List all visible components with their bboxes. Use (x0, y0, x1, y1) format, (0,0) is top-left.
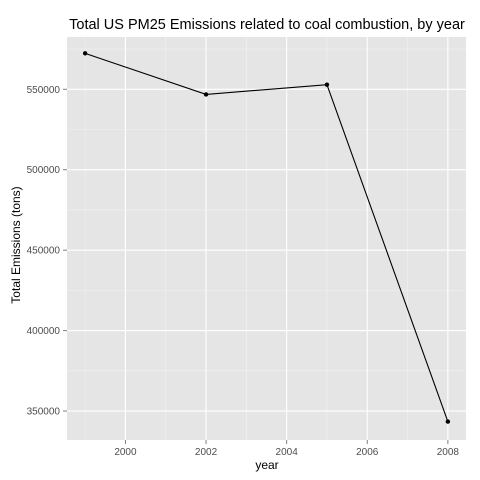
x-axis: 2000 2002 2004 2006 2008 (114, 440, 459, 458)
chart-title: Total US PM25 Emissions related to coal … (69, 17, 465, 33)
y-tick-label: 450000 (27, 246, 61, 257)
x-tick-label: 2002 (195, 447, 218, 458)
data-point (445, 419, 451, 424)
y-axis: 350000 400000 450000 500000 550000 (27, 85, 67, 418)
data-point (203, 92, 209, 97)
series-group (82, 51, 451, 424)
y-tick-label: 500000 (27, 165, 61, 176)
plot-panel (67, 37, 466, 440)
y-tick-label: 350000 (27, 407, 61, 418)
y-tick-label: 400000 (27, 326, 61, 337)
x-axis-title: year (255, 458, 278, 472)
x-tick-label: 2008 (437, 447, 460, 458)
y-axis-title: Total Emissions (tons) (9, 186, 23, 303)
x-tick-label: 2004 (276, 447, 299, 458)
series-line (84, 52, 449, 422)
data-point (324, 82, 330, 87)
minor-gridlines (67, 37, 466, 440)
major-gridlines (67, 37, 466, 440)
data-point (82, 51, 88, 56)
y-tick-label: 550000 (27, 85, 61, 96)
x-tick-label: 2000 (114, 447, 137, 458)
x-tick-label: 2006 (356, 447, 379, 458)
